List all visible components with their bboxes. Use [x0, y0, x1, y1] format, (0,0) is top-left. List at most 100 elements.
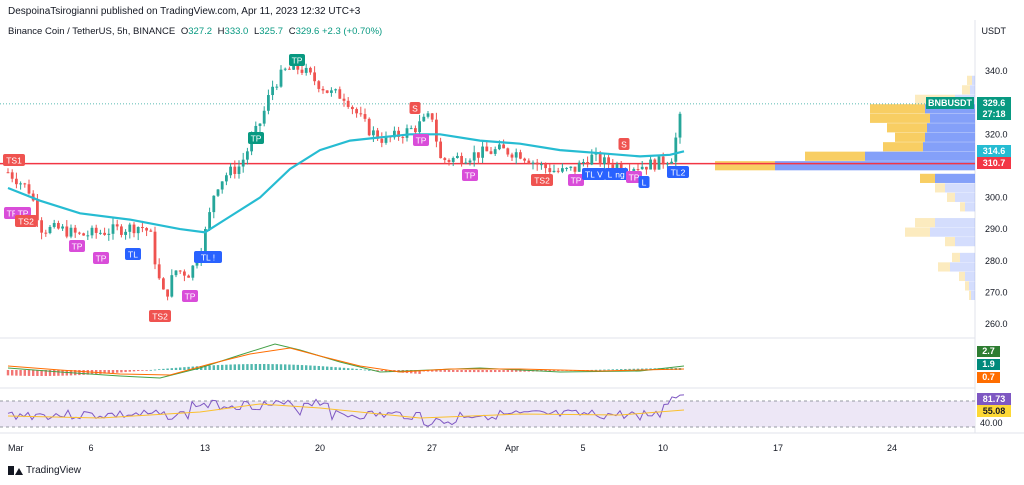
signal-text: TS2 — [18, 217, 34, 227]
candle-body — [393, 130, 396, 138]
time-axis[interactable]: Mar 6 13 20 27 Apr 5 10 17 24 — [8, 443, 897, 453]
signal-text: ng — [615, 170, 625, 180]
macd-histogram-bar — [628, 368, 631, 370]
macd-histogram-bar — [187, 366, 190, 370]
signal-label: TP — [413, 134, 429, 146]
countdown-badge: 27:18 — [977, 109, 1011, 120]
open-value: 327.2 — [188, 26, 213, 37]
macd-histogram-bar — [506, 370, 509, 372]
macd-badge-a: 2.7 — [977, 346, 1000, 357]
candle-body — [510, 154, 514, 158]
macd-pane — [6, 343, 685, 379]
candle-body — [296, 63, 300, 70]
candle-body — [325, 90, 329, 93]
macd-histogram-bar — [221, 364, 224, 370]
candle-body — [493, 149, 497, 154]
candle-body — [246, 151, 249, 160]
macd-histogram-bar — [641, 368, 644, 370]
signal-label: ng — [612, 168, 628, 180]
candle-body — [607, 157, 610, 165]
signal-label: TP — [626, 171, 642, 183]
macd-histogram-bar — [61, 370, 64, 376]
vp-bar-yellow — [915, 218, 935, 228]
candle-body — [6, 172, 10, 174]
vp-bar-yellow — [959, 271, 965, 282]
candle-body — [220, 181, 224, 190]
macd-histogram-bar — [384, 370, 388, 372]
macd-histogram-bar — [225, 364, 228, 370]
candle-body — [111, 224, 115, 234]
symbol-name[interactable]: Binance Coin / TetherUS, 5h, BINANCE — [8, 26, 176, 37]
macd-histogram-bar — [414, 370, 417, 374]
macd-histogram-bar — [284, 364, 287, 370]
signal-text: TP — [185, 292, 196, 302]
signal-text: TS1 — [6, 156, 22, 166]
signal-text: TP — [96, 254, 107, 264]
signal-badge — [626, 171, 642, 183]
candle-body — [561, 168, 564, 172]
signal-label: TS2 — [15, 215, 37, 227]
macd-histogram-bar — [355, 368, 358, 370]
macd-histogram-bar — [456, 370, 459, 372]
vp-bar-blue — [965, 202, 975, 212]
macd-histogram-bar — [267, 364, 270, 370]
macd-histogram-bar — [158, 369, 161, 371]
vp-bar-yellow — [969, 290, 971, 300]
candle-body — [384, 136, 388, 143]
candle-body — [145, 228, 148, 231]
candle-body — [443, 158, 447, 161]
signal-label: TS1 — [3, 154, 25, 166]
signal-label: S — [409, 102, 421, 114]
candle-body — [216, 189, 220, 196]
vp-bar-blue — [955, 237, 975, 247]
candle-body — [262, 110, 266, 124]
candle-body — [23, 183, 27, 185]
signal-text: TL2 — [671, 168, 686, 178]
macd-histogram-bar — [99, 370, 102, 374]
time-tick: 6 — [88, 443, 93, 453]
vp-bar-blue — [935, 173, 975, 183]
signal-badge — [125, 248, 141, 260]
candle-body — [15, 178, 18, 185]
footer-brand[interactable]: TradingView — [8, 465, 81, 476]
candle-body — [27, 184, 31, 194]
candle-body — [141, 226, 144, 229]
macd-histogram-bar — [309, 365, 312, 370]
candle-body — [535, 162, 539, 165]
candle-body — [212, 195, 216, 213]
macd-histogram-bar — [477, 370, 480, 373]
vp-bar-blue — [955, 192, 975, 202]
macd-histogram-bar — [632, 368, 635, 370]
vp-bar-blue — [930, 227, 975, 237]
macd-histogram-bar — [15, 370, 18, 376]
macd-histogram-bar — [44, 370, 47, 376]
candle-body — [10, 172, 14, 179]
price-tick: 340.0 — [985, 66, 1008, 76]
ma-price-badge-bg — [977, 145, 1011, 157]
candle-body — [506, 148, 510, 155]
price-badges: BNBUSDT 329.627:18 314.6 310.7 2.7 1.9 0.7 81.7… — [926, 97, 1011, 428]
candle-body — [552, 170, 556, 173]
time-tick: 13 — [200, 443, 210, 453]
signal-text: TP — [416, 136, 427, 146]
candle-body — [489, 151, 493, 154]
macd-histogram-bar — [342, 367, 346, 370]
macd-histogram-bar — [439, 370, 442, 372]
time-tick: 20 — [315, 443, 325, 453]
candle-body — [653, 159, 657, 170]
candle-body — [435, 119, 438, 142]
signal-badge — [3, 154, 25, 166]
candle-body — [456, 155, 459, 158]
signal-badge — [15, 215, 37, 227]
candle-body — [61, 226, 64, 229]
candle-body — [187, 275, 190, 278]
macd-histogram-bar — [523, 370, 526, 372]
candle-body — [615, 164, 619, 169]
candle-body — [346, 100, 350, 107]
candle-body — [544, 164, 547, 169]
candle-body — [577, 162, 581, 172]
signal-text: S — [621, 140, 627, 150]
candle-body — [149, 230, 153, 232]
macd-histogram-bar — [305, 365, 308, 370]
